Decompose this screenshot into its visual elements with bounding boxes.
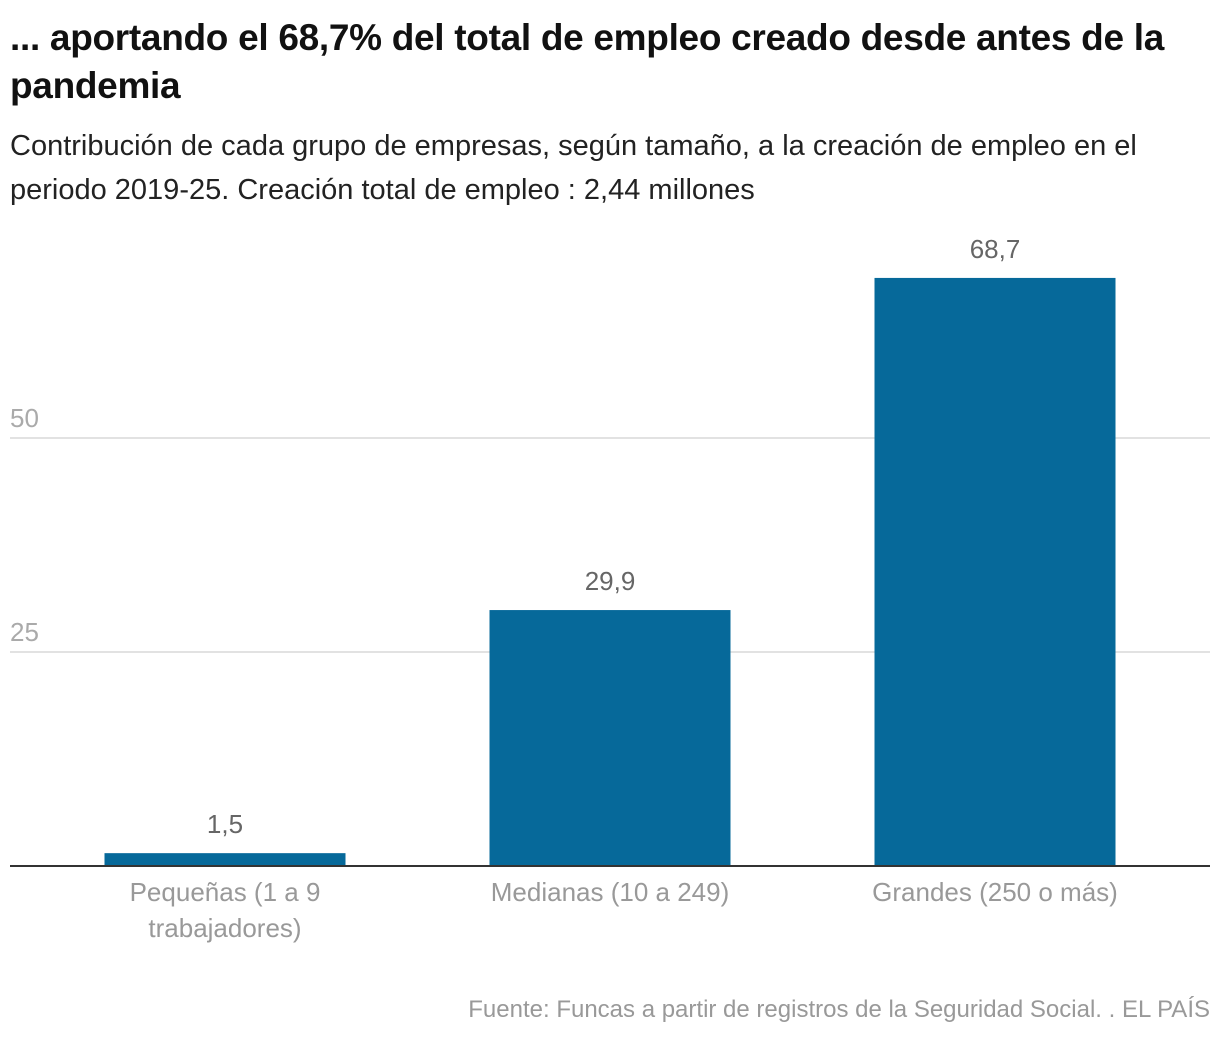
y-tick-label: 50	[10, 403, 39, 433]
chart-title: ... aportando el 68,7% del total de empl…	[10, 17, 1164, 106]
chart-subtitle: Contribución de cada grupo de empresas, …	[10, 130, 1137, 206]
source-note: Fuente: Funcas a partir de registros de …	[468, 996, 1210, 1023]
category-label: Grandes (250 o más)	[872, 877, 1118, 907]
data-label: 1,5	[207, 809, 243, 839]
data-label: 68,7	[970, 234, 1021, 264]
y-tick-label: 25	[10, 617, 39, 647]
data-label: 29,9	[585, 566, 636, 596]
category-label: Medianas (10 a 249)	[491, 877, 729, 907]
bar	[489, 610, 731, 866]
bar	[874, 277, 1116, 867]
category-label: Pequeñas (1 a 9	[130, 877, 321, 907]
bar	[104, 853, 346, 866]
category-label: trabajadores)	[148, 913, 301, 943]
